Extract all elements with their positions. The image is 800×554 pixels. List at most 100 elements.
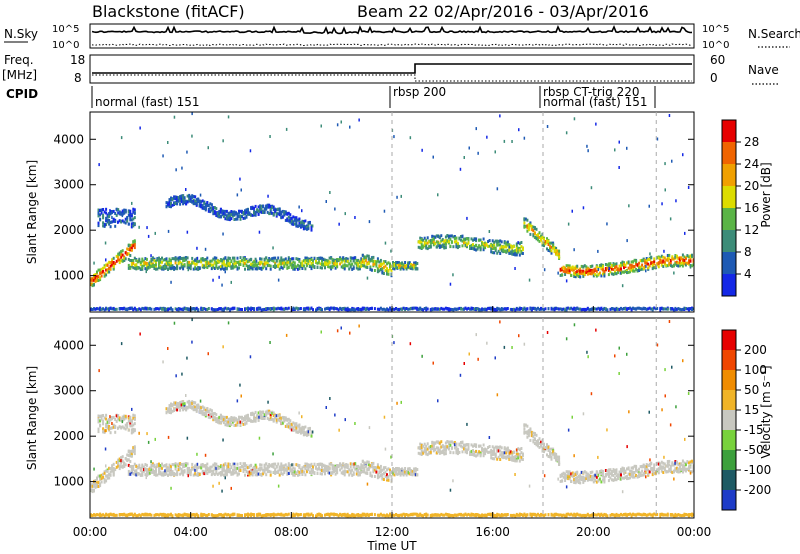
power-cell (653, 262, 656, 266)
velocity-cell (206, 466, 209, 470)
velocity-cell (348, 468, 351, 472)
power-cell (623, 270, 625, 274)
power-cell (224, 270, 226, 274)
power-cell (251, 261, 254, 265)
velocity-cell (111, 417, 114, 421)
velocity-cell (123, 416, 126, 420)
power-cell (367, 307, 370, 311)
velocity-cell (265, 473, 268, 477)
velocity-cell (298, 470, 301, 474)
power-cell (231, 264, 234, 268)
power-cell (194, 202, 197, 206)
velocity-cell (173, 463, 176, 467)
velocity-cell (186, 406, 189, 410)
power-cell (475, 244, 478, 247)
velocity-cell (145, 467, 148, 471)
velocity-cell (334, 466, 337, 470)
velocity-cell (219, 416, 222, 420)
power-cell (195, 203, 198, 207)
power-cell (94, 307, 97, 311)
velocity-cell (97, 427, 100, 431)
power-cell (216, 266, 219, 270)
power-cell (254, 213, 257, 217)
velocity-cell (102, 513, 105, 517)
velocity-cell (302, 431, 305, 435)
velocity-cell (93, 481, 95, 485)
velocity-cell (191, 513, 194, 517)
power-cell (319, 256, 322, 260)
power-cell (179, 256, 182, 260)
power-cell (635, 262, 638, 266)
power-cell (683, 306, 686, 310)
power-cell (281, 215, 284, 219)
power-cell (419, 306, 422, 310)
power-cell (253, 206, 256, 210)
velocity-cell (200, 512, 203, 516)
velocity-cell (244, 422, 246, 426)
velocity-cell (253, 412, 256, 416)
velocity-cell (191, 467, 194, 471)
velocity-cell (289, 422, 292, 426)
power-cell (305, 264, 308, 268)
velocity-cell (395, 472, 397, 476)
velocity-cell (112, 467, 115, 470)
power-cell (289, 219, 292, 223)
velocity-cell (244, 415, 246, 419)
velocity-cell (346, 470, 349, 474)
power-cell (437, 244, 440, 248)
power-cell (298, 264, 301, 268)
power-cell (213, 211, 216, 215)
velocity-cell (321, 469, 323, 472)
velocity-cell (254, 469, 257, 473)
power-cell (601, 268, 604, 272)
power-cell (579, 307, 582, 311)
power-cell (180, 257, 183, 260)
velocity-cell (94, 479, 97, 483)
power-cell (416, 262, 419, 265)
power-cell (183, 198, 186, 202)
power-cell (287, 306, 290, 310)
velocity-cell (242, 470, 245, 473)
velocity-cell (301, 466, 304, 470)
power-cell (207, 209, 210, 213)
power-cell (570, 268, 573, 271)
power-cell (573, 117, 576, 121)
power-cell (173, 201, 176, 205)
power-cell (618, 268, 621, 272)
power-cell (168, 266, 171, 270)
power-cell (405, 264, 408, 267)
power-cell (165, 205, 168, 209)
power-cell (526, 229, 529, 233)
velocity-cell (325, 467, 328, 471)
power-cell (500, 245, 503, 249)
power-cell (307, 224, 310, 228)
power-cell (582, 269, 585, 273)
power-cell (642, 259, 645, 263)
velocity-cell (241, 416, 243, 420)
power-cell (254, 260, 257, 264)
power-cell (425, 246, 428, 250)
power-cell (121, 214, 124, 218)
power-cell (302, 259, 305, 263)
power-cell (598, 264, 601, 267)
power-cell (656, 262, 659, 266)
power-cell (532, 306, 535, 310)
power-cell (662, 259, 665, 263)
velocity-cell (376, 476, 379, 480)
power-cell (466, 216, 468, 220)
velocity-cell (278, 414, 281, 418)
power-cell (499, 252, 502, 255)
power-cell (576, 270, 579, 274)
velocity-cell (262, 410, 265, 414)
velocity-cell (392, 513, 394, 517)
power-cell (93, 307, 95, 311)
velocity-cell (120, 465, 123, 469)
velocity-cell (127, 416, 130, 420)
power-cell (444, 306, 447, 310)
power-cell (586, 144, 588, 148)
power-cell (209, 206, 212, 210)
power-cell (441, 238, 444, 242)
power-cell (384, 268, 387, 272)
velocity-cell (227, 417, 230, 421)
power-cell (594, 273, 597, 276)
